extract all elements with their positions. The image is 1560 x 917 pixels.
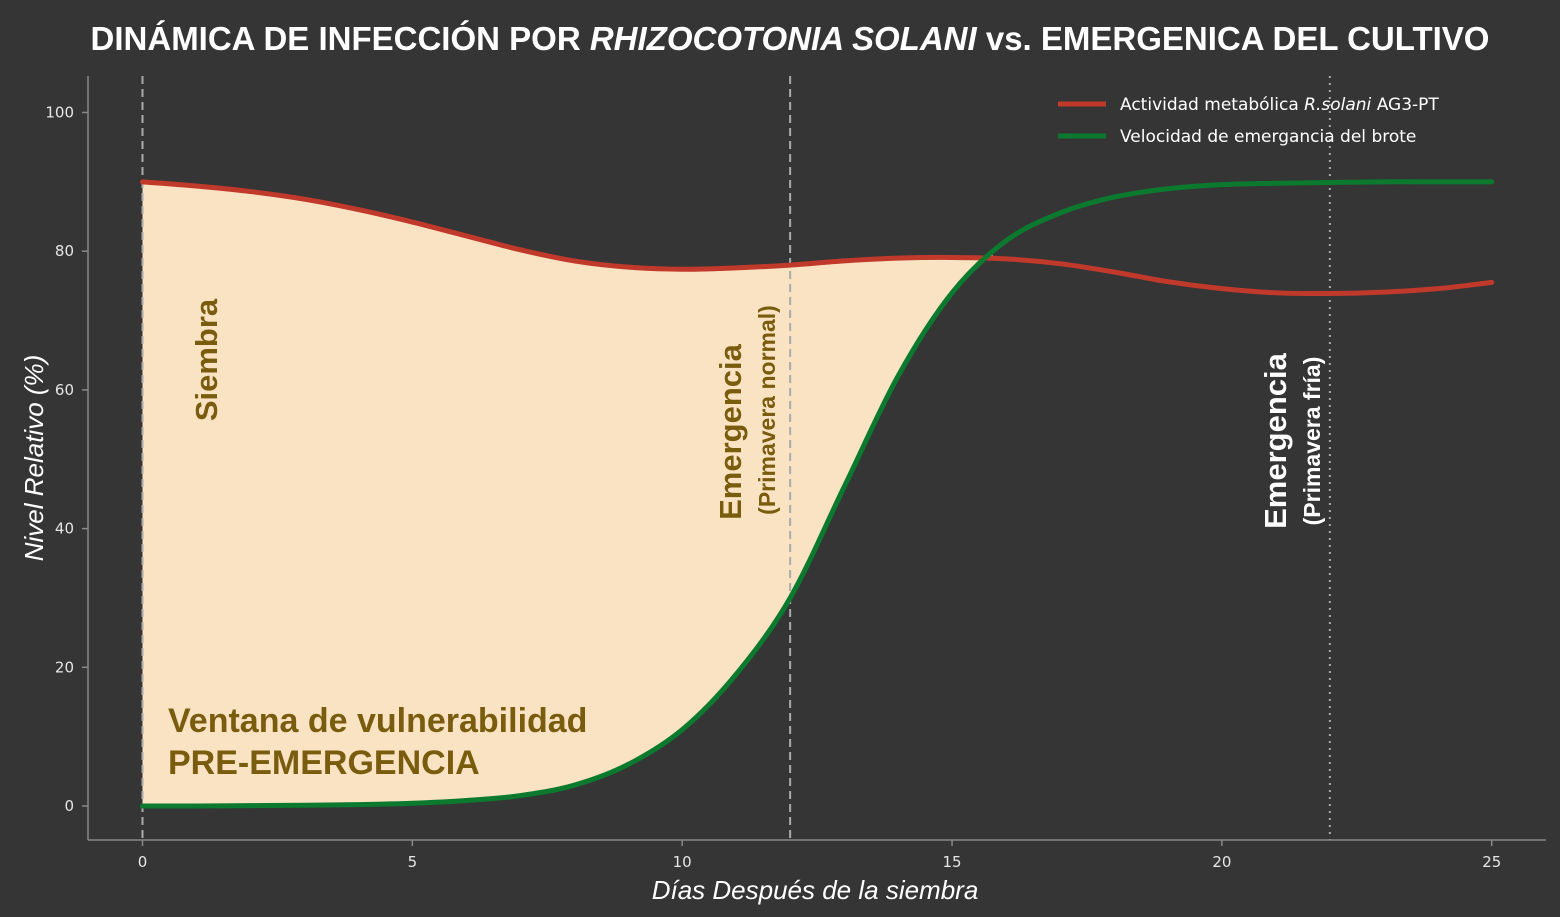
annotation-emergencia-fria-sub: (Primavera fría): [1299, 357, 1325, 526]
annotation-siembra: Siembra: [189, 298, 224, 421]
y-tick-label-0: 0: [64, 797, 74, 815]
vulnerability-fill-area: [142, 181, 993, 807]
legend-label-emergence: Velocidad de emergancia del brote: [1120, 127, 1416, 147]
annotation-emergencia-normal-sub: (Primavera normal): [754, 305, 780, 515]
x-tick-label-15: 15: [943, 853, 962, 871]
x-tick-label-20: 20: [1212, 853, 1231, 871]
series-line-rsolani: [140, 179, 1495, 297]
y-tick-label-100: 100: [45, 104, 74, 122]
legend-label-rsolani: Actividad metabólica R.solani AG3-PT: [1120, 95, 1439, 115]
y-tick-label-60: 60: [55, 381, 74, 399]
y-tick-label-20: 20: [55, 658, 74, 676]
x-tick-label-0: 0: [138, 853, 148, 871]
series-line-emergence: [140, 179, 1495, 809]
annotation-emergencia-fria: Emergencia: [1258, 352, 1293, 529]
axis-ticks: 0 5 10 15 20 25 0 20 40 60 80 100: [45, 104, 1501, 872]
annotation-emergencia-normal: Emergencia: [713, 343, 748, 520]
x-tick-label-25: 25: [1482, 853, 1501, 871]
x-tick-label-10: 10: [673, 853, 692, 871]
annotation-ventana-line1: Ventana de vulnerabilidad: [168, 702, 587, 740]
legend: Actividad metabólica R.solani AG3-PT Vel…: [1058, 95, 1439, 147]
x-tick-label-5: 5: [408, 853, 418, 871]
chart-title: DINÁMICA DE INFECCIÓN POR RHIZOCOTONIA S…: [91, 20, 1490, 57]
x-axis-label: Días Después de la siembra: [652, 875, 979, 905]
annotation-ventana-line2: PRE-EMERGENCIA: [168, 744, 480, 782]
y-tick-label-80: 80: [55, 242, 74, 260]
y-tick-label-40: 40: [55, 520, 74, 538]
reference-lines: [141, 76, 1331, 840]
y-axis-label: Nivel Relativo (%): [19, 355, 49, 562]
